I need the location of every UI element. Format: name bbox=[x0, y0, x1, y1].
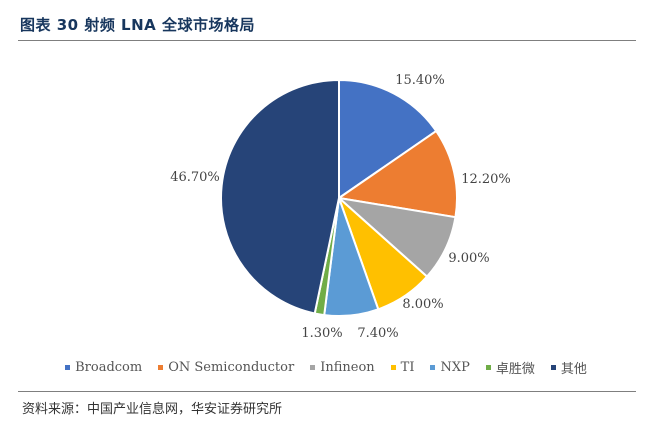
legend-label: Infineon bbox=[320, 360, 375, 375]
source-note: 资料来源：中国产业信息网，华安证券研究所 bbox=[22, 402, 283, 417]
data-label: 9.00% bbox=[448, 251, 489, 266]
legend-label: 其他 bbox=[560, 362, 587, 377]
pie-slice-broadcom bbox=[338, 78, 438, 200]
data-labels: 15.40% 12.20% 9.00% 8.00% 7.40% 1.30% 46.70% bbox=[170, 73, 511, 341]
legend-swatch bbox=[65, 365, 71, 370]
legend-swatch bbox=[310, 365, 316, 370]
legend-item: TI bbox=[390, 360, 415, 375]
legend-swatch bbox=[390, 365, 396, 370]
legend-item: 卓胜微 bbox=[485, 358, 535, 377]
legend-item: 其他 bbox=[550, 358, 587, 377]
legend-label: 卓胜微 bbox=[495, 362, 535, 377]
source-divider bbox=[18, 391, 636, 392]
data-label: 8.00% bbox=[402, 297, 443, 312]
data-label: 12.20% bbox=[461, 172, 511, 187]
chart-legend: Broadcom ON Semiconductor Infineon TI NXP 卓胜微… bbox=[0, 358, 652, 377]
data-label: 15.40% bbox=[395, 73, 445, 88]
legend-item: Broadcom bbox=[65, 360, 142, 375]
pie-slice-其他 bbox=[220, 78, 340, 315]
data-label: 7.40% bbox=[357, 326, 398, 341]
pie-slices bbox=[220, 78, 458, 317]
legend-label: Broadcom bbox=[75, 360, 143, 375]
legend-label: TI bbox=[400, 360, 415, 375]
chart-title: 图表 30 射频 LNA 全球市场格局 bbox=[20, 16, 255, 34]
legend-swatch bbox=[430, 365, 436, 370]
legend-swatch bbox=[158, 365, 164, 370]
legend-item: ON Semiconductor bbox=[158, 360, 294, 375]
legend-label: NXP bbox=[440, 360, 470, 375]
pie-chart: 15.40% 12.20% 9.00% 8.00% 7.40% 1.30% 46.70% bbox=[170, 73, 511, 341]
legend-item: Infineon bbox=[310, 360, 375, 375]
legend-label: ON Semiconductor bbox=[168, 360, 295, 375]
legend-swatch bbox=[485, 365, 491, 370]
data-label: 1.30% bbox=[301, 326, 342, 341]
legend-item: NXP bbox=[430, 360, 470, 375]
legend-swatch bbox=[550, 365, 556, 370]
pie-slice-on-semiconductor bbox=[336, 129, 458, 219]
title-divider bbox=[18, 40, 636, 41]
data-label: 46.70% bbox=[170, 170, 220, 185]
